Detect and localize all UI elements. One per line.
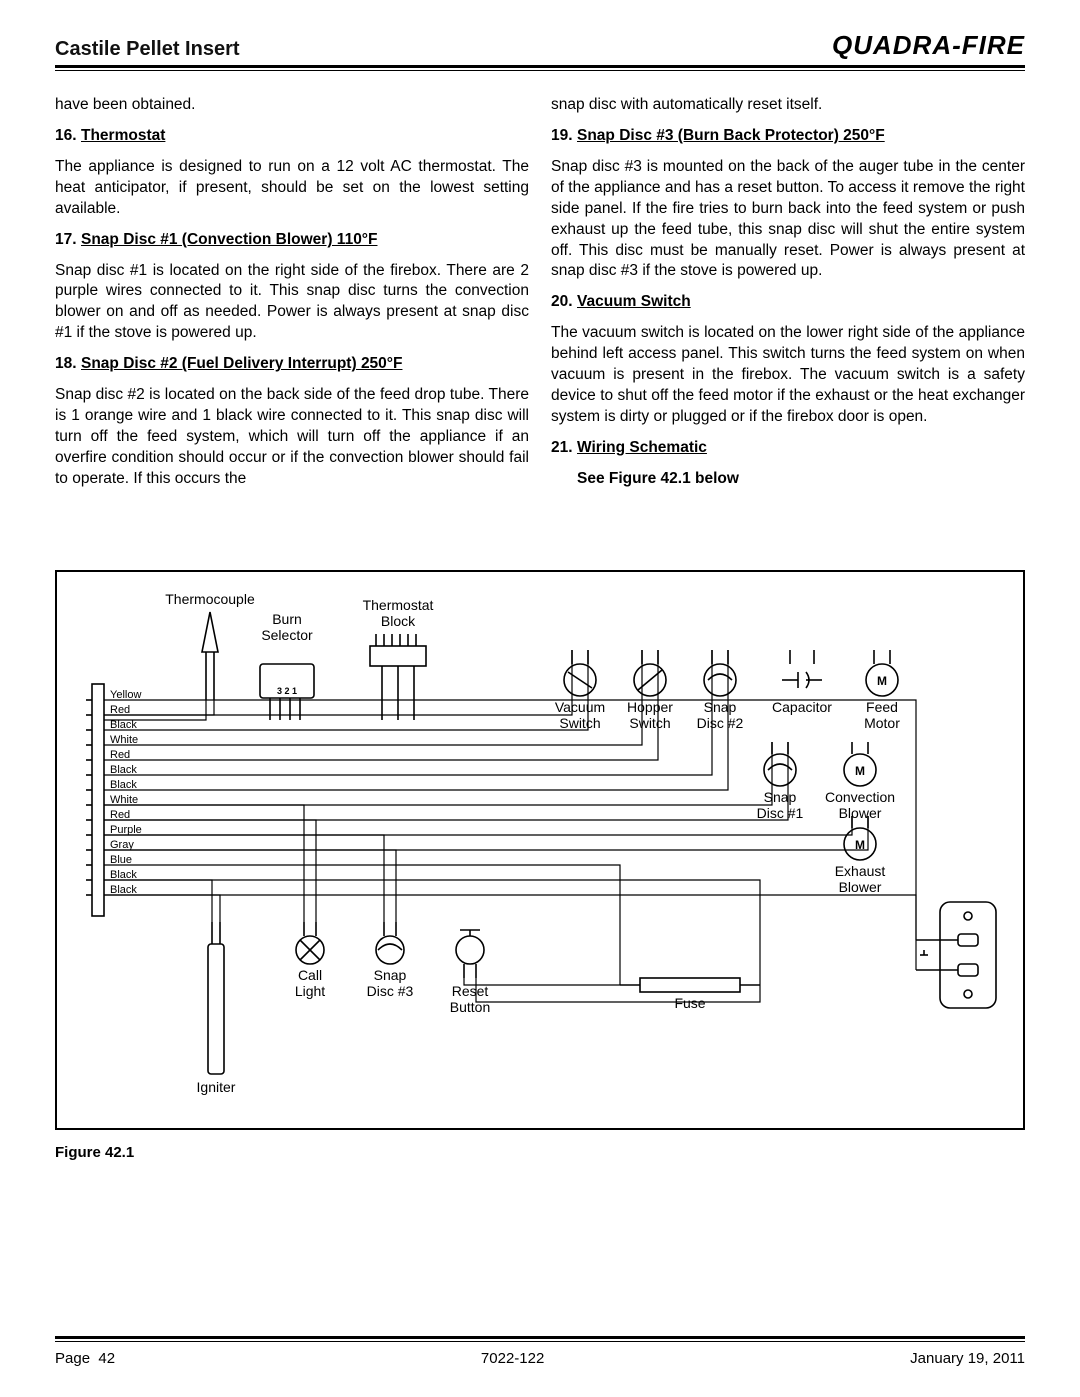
section-16-head: 16.Thermostat xyxy=(55,126,529,147)
svg-text:Black: Black xyxy=(110,764,137,776)
section-18-head: 18.Snap Disc #2 (Fuel Delivery Interrupt… xyxy=(55,354,529,375)
svg-text:Disc #2: Disc #2 xyxy=(697,715,744,731)
svg-text:Exhaust: Exhaust xyxy=(835,863,886,879)
svg-text:Disc #1: Disc #1 xyxy=(757,805,804,821)
svg-text:Purple: Purple xyxy=(110,824,142,836)
svg-text:Blue: Blue xyxy=(110,854,132,866)
svg-text:Light: Light xyxy=(295,983,325,999)
continuation-text: have been obtained. xyxy=(55,95,529,116)
continuation-text-r: snap disc with automatically reset itsel… xyxy=(551,95,1025,116)
svg-text:Feed: Feed xyxy=(866,699,898,715)
section-20-head: 20.Vacuum Switch xyxy=(551,292,1025,313)
figure-wrap: M M M Thermocouple Burn Selector Thermos… xyxy=(55,570,1025,1161)
page-number: Page 42 xyxy=(55,1350,115,1367)
page-footer: Page 42 7022-122 January 19, 2011 xyxy=(55,1350,1025,1367)
svg-text:M: M xyxy=(855,764,865,778)
figure-caption: Figure 42.1 xyxy=(55,1144,1025,1161)
svg-text:Button: Button xyxy=(450,999,490,1015)
svg-text:Switch: Switch xyxy=(629,715,670,731)
svg-text:Call: Call xyxy=(298,967,322,983)
svg-text:Snap: Snap xyxy=(374,967,407,983)
product-title: Castile Pellet Insert xyxy=(55,38,240,61)
svg-text:White: White xyxy=(110,794,138,806)
section-19-head: 19.Snap Disc #3 (Burn Back Protector) 25… xyxy=(551,126,1025,147)
svg-text:Black: Black xyxy=(110,719,137,731)
wiring-schematic: M M M Thermocouple Burn Selector Thermos… xyxy=(55,570,1025,1130)
svg-text:Fuse: Fuse xyxy=(674,995,705,1011)
svg-text:Black: Black xyxy=(110,779,137,791)
svg-text:Convection: Convection xyxy=(825,789,895,805)
svg-text:Hopper: Hopper xyxy=(627,699,673,715)
body-columns: have been obtained. 16.Thermostat The ap… xyxy=(55,95,1025,500)
svg-text:Blower: Blower xyxy=(839,805,882,821)
section-17-head: 17.Snap Disc #1 (Convection Blower) 110°… xyxy=(55,230,529,251)
footer-rule xyxy=(55,1336,1025,1342)
svg-text:Motor: Motor xyxy=(864,715,900,731)
svg-text:Burn: Burn xyxy=(272,611,302,627)
section-21-head: 21.Wiring Schematic xyxy=(551,438,1025,459)
svg-text:Black: Black xyxy=(110,884,137,896)
svg-text:Red: Red xyxy=(110,749,130,761)
section-20-body: The vacuum switch is located on the lowe… xyxy=(551,323,1025,428)
svg-text:Block: Block xyxy=(381,613,416,629)
page-header: Castile Pellet Insert QUADRA-FIRE xyxy=(55,30,1025,65)
section-19-body: Snap disc #3 is mounted on the back of t… xyxy=(551,157,1025,283)
schematic-svg: M M M Thermocouple Burn Selector Thermos… xyxy=(57,572,1023,1128)
left-column: have been obtained. 16.Thermostat The ap… xyxy=(55,95,529,500)
svg-text:Thermocouple: Thermocouple xyxy=(165,591,255,607)
svg-text:Black: Black xyxy=(110,869,137,881)
doc-number: 7022-122 xyxy=(481,1350,544,1367)
header-rule xyxy=(55,65,1025,71)
svg-text:M: M xyxy=(877,674,887,688)
svg-text:Red: Red xyxy=(110,704,130,716)
right-column: snap disc with automatically reset itsel… xyxy=(551,95,1025,500)
section-16-body: The appliance is designed to run on a 12… xyxy=(55,157,529,220)
see-figure: See Figure 42.1 below xyxy=(577,469,1025,490)
svg-text:Yellow: Yellow xyxy=(110,689,141,701)
svg-text:Blower: Blower xyxy=(839,879,882,895)
svg-text:Selector: Selector xyxy=(261,627,313,643)
svg-text:Reset: Reset xyxy=(452,983,489,999)
svg-text:3 2 1: 3 2 1 xyxy=(277,686,297,696)
svg-text:Igniter: Igniter xyxy=(197,1079,236,1095)
brand-logo: QUADRA-FIRE xyxy=(832,30,1025,61)
svg-text:White: White xyxy=(110,734,138,746)
svg-text:Disc #3: Disc #3 xyxy=(367,983,414,999)
footer-date: January 19, 2011 xyxy=(910,1350,1025,1367)
svg-text:Snap: Snap xyxy=(704,699,737,715)
svg-text:Capacitor: Capacitor xyxy=(772,699,832,715)
svg-text:Gray: Gray xyxy=(110,839,134,851)
svg-text:Thermostat: Thermostat xyxy=(363,597,434,613)
svg-text:Switch: Switch xyxy=(559,715,600,731)
svg-text:Snap: Snap xyxy=(764,789,797,805)
section-18-body: Snap disc #2 is located on the back side… xyxy=(55,385,529,490)
svg-text:Vacuum: Vacuum xyxy=(555,699,605,715)
section-17-body: Snap disc #1 is located on the right sid… xyxy=(55,261,529,345)
svg-text:Red: Red xyxy=(110,809,130,821)
svg-text:M: M xyxy=(855,838,865,852)
